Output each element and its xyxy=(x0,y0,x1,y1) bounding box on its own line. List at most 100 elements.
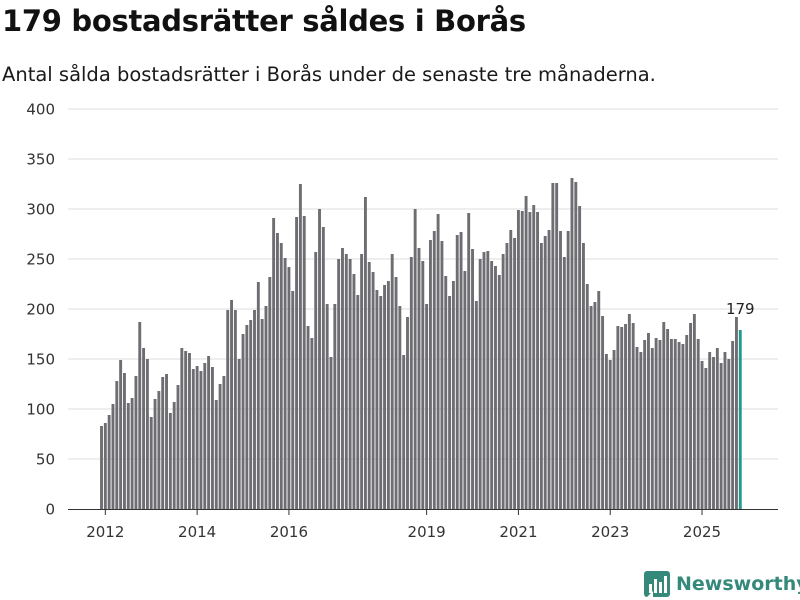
bar xyxy=(727,359,731,509)
bar xyxy=(627,314,631,509)
bar xyxy=(352,274,356,509)
bar xyxy=(142,348,146,509)
bar xyxy=(539,243,543,509)
bar xyxy=(440,241,444,509)
bar xyxy=(157,391,161,509)
bar xyxy=(654,338,658,509)
newsworthy-brand[interactable]: Newsworthy xyxy=(644,569,800,599)
y-axis-labels: 0 50 100 150 200 250 300 350 400 xyxy=(26,101,55,519)
x-tick-label: 2014 xyxy=(178,523,216,541)
bar-chart-icon xyxy=(644,571,670,597)
bar xyxy=(371,272,375,509)
bar xyxy=(222,376,226,509)
bar xyxy=(719,363,723,509)
bar xyxy=(692,314,696,509)
bar xyxy=(425,304,429,509)
chart-subtitle: Antal sålda bostadsrätter i Borås under … xyxy=(2,63,656,86)
bar xyxy=(138,322,142,509)
bar xyxy=(639,352,643,509)
bar xyxy=(188,353,191,509)
bar xyxy=(298,184,302,509)
y-tick-label: 200 xyxy=(26,301,55,319)
bar xyxy=(585,284,589,509)
bar xyxy=(245,325,249,509)
bar xyxy=(100,426,103,509)
bar xyxy=(356,295,360,509)
bar xyxy=(344,254,348,509)
bar xyxy=(666,329,670,509)
bar xyxy=(429,240,432,509)
bar xyxy=(207,356,211,509)
bar xyxy=(264,306,268,509)
bar xyxy=(570,178,574,509)
bar xyxy=(295,217,299,509)
x-axis-labels: 2012 2014 2016 2019 2021 2023 2025 xyxy=(86,523,721,541)
bar xyxy=(302,216,306,509)
bar xyxy=(436,214,440,509)
bar xyxy=(566,231,570,509)
bar xyxy=(272,218,276,509)
bar xyxy=(325,304,329,509)
bar xyxy=(532,205,536,509)
bar xyxy=(593,302,597,509)
y-tick-label: 350 xyxy=(26,151,55,169)
bar xyxy=(210,367,214,509)
bar xyxy=(103,423,107,509)
bar xyxy=(700,361,704,509)
bar xyxy=(199,371,203,509)
y-tick-label: 0 xyxy=(45,501,55,519)
bars xyxy=(100,178,742,509)
bar xyxy=(731,341,735,509)
y-tick-label: 400 xyxy=(26,101,55,119)
x-tick-label: 2019 xyxy=(408,523,446,541)
bar xyxy=(134,376,138,509)
bar xyxy=(723,352,727,509)
bar xyxy=(314,252,318,509)
bar xyxy=(536,212,539,509)
bar xyxy=(406,317,409,509)
bar xyxy=(604,354,608,509)
bar xyxy=(432,231,436,509)
bar xyxy=(253,310,256,509)
x-tick-label: 2023 xyxy=(591,523,629,541)
bar xyxy=(218,384,222,509)
bar xyxy=(478,259,482,509)
bar xyxy=(402,355,406,509)
bar xyxy=(608,360,612,509)
bar xyxy=(256,282,260,509)
bar xyxy=(386,281,390,509)
bar xyxy=(153,399,157,509)
bar xyxy=(413,209,417,509)
bar xyxy=(524,196,528,509)
bar xyxy=(574,182,578,509)
bar xyxy=(107,415,111,509)
bar xyxy=(161,377,165,509)
bar xyxy=(601,316,605,509)
bar xyxy=(647,333,650,509)
bar xyxy=(184,351,188,509)
bar xyxy=(463,271,467,509)
y-tick-label: 50 xyxy=(36,451,55,469)
bar xyxy=(501,254,505,509)
bar xyxy=(685,335,689,509)
bar xyxy=(631,323,635,509)
bar xyxy=(367,262,371,509)
chart-title: 179 bostadsrätter såldes i Borås xyxy=(2,4,526,38)
x-tick-label: 2012 xyxy=(86,523,124,541)
bar xyxy=(337,259,341,509)
bar xyxy=(191,369,195,509)
bar xyxy=(486,251,490,509)
bar xyxy=(459,232,463,509)
bar xyxy=(616,326,620,509)
bar xyxy=(333,304,337,509)
bar xyxy=(268,277,272,509)
bar xyxy=(513,238,517,509)
bar xyxy=(329,357,333,509)
brand-name: Newsworthy xyxy=(676,573,800,595)
bar xyxy=(123,373,126,509)
bar xyxy=(115,381,119,509)
bar xyxy=(735,317,738,509)
bar xyxy=(467,213,471,509)
bar xyxy=(712,357,715,509)
bar xyxy=(168,413,172,509)
